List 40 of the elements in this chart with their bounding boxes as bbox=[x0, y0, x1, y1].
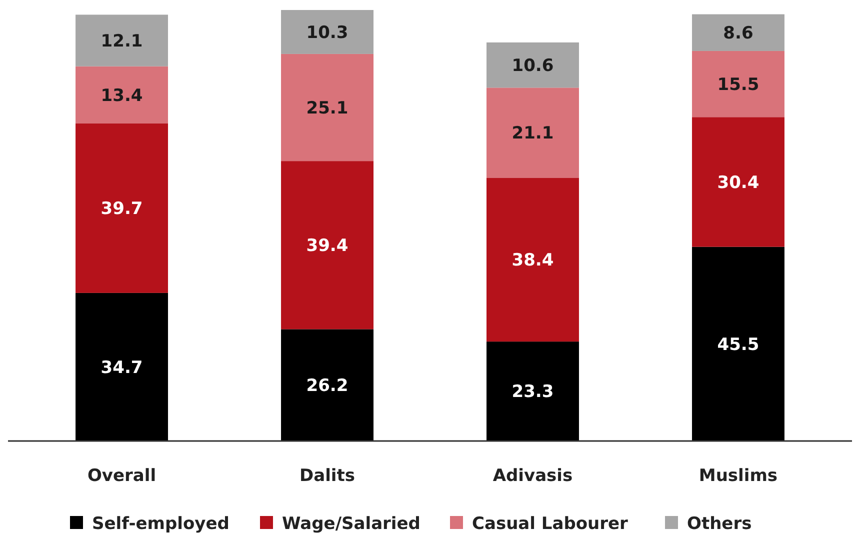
bar bbox=[692, 50, 784, 118]
bar bbox=[76, 66, 168, 124]
data-label: 25.1 bbox=[306, 98, 348, 118]
data-label: 21.1 bbox=[512, 124, 554, 144]
bar bbox=[76, 292, 168, 441]
x-tick-label: Muslims bbox=[698, 466, 778, 486]
data-label: 23.3 bbox=[512, 382, 554, 402]
data-label: 39.7 bbox=[100, 199, 143, 220]
bar bbox=[486, 42, 579, 88]
data-label: 34.7 bbox=[100, 358, 143, 378]
x-tick-label: Dalits bbox=[300, 466, 355, 486]
data-label: 13.4 bbox=[100, 86, 143, 106]
data-label: 8.6 bbox=[723, 24, 754, 44]
bar bbox=[692, 14, 784, 51]
bar bbox=[692, 246, 784, 441]
legend-label: Others bbox=[687, 514, 752, 534]
bar bbox=[281, 329, 374, 441]
bar bbox=[281, 54, 374, 162]
bar bbox=[281, 161, 374, 330]
data-label: 10.6 bbox=[512, 56, 554, 76]
data-label: 15.5 bbox=[717, 74, 760, 95]
bar bbox=[692, 117, 784, 247]
data-label: 45.5 bbox=[717, 334, 760, 355]
x-tick-label: Overall bbox=[87, 466, 156, 486]
data-label: 39.4 bbox=[306, 236, 348, 256]
bar bbox=[486, 178, 579, 342]
legend-label: Casual Labourer bbox=[472, 514, 629, 534]
data-label: 30.4 bbox=[717, 172, 760, 193]
legend-label: Wage/Salaried bbox=[282, 514, 420, 534]
bar bbox=[281, 10, 374, 54]
data-label: 38.4 bbox=[512, 250, 554, 271]
bar bbox=[76, 14, 168, 66]
data-label: 12.1 bbox=[100, 31, 143, 52]
bar bbox=[486, 342, 579, 441]
bar bbox=[76, 124, 168, 293]
data-label: 10.3 bbox=[306, 22, 348, 43]
legend-label: Self-employed bbox=[92, 514, 230, 534]
data-label: 26.2 bbox=[306, 376, 348, 396]
x-tick-label: Adivasis bbox=[492, 466, 573, 486]
bar bbox=[486, 88, 579, 178]
